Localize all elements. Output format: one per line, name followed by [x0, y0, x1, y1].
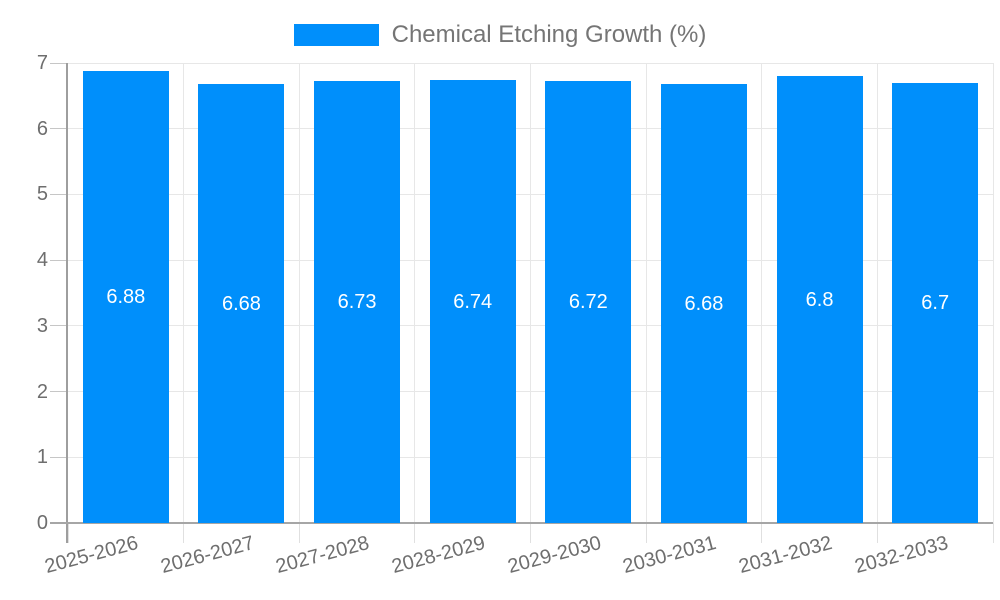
- x-gridline: [530, 63, 531, 523]
- legend: Chemical Etching Growth (%): [0, 22, 1000, 48]
- bar-value-label: 6.8: [805, 288, 834, 311]
- x-axis-tick: [761, 523, 763, 543]
- x-axis-tick: [530, 523, 531, 543]
- y-axis-tick: [50, 259, 68, 261]
- y-axis-label: 1: [36, 446, 48, 469]
- x-axis-label: 2028-2029: [389, 531, 488, 578]
- bar-value-label: 6.68: [221, 292, 261, 315]
- bar-value-label: 6.72: [568, 291, 608, 314]
- y-axis-label: 5: [36, 183, 48, 206]
- y-axis-label: 3: [36, 314, 48, 337]
- x-axis-label: 2032-2033: [852, 531, 951, 578]
- x-axis-label: 2025-2026: [42, 531, 141, 578]
- x-gridline: [992, 63, 994, 523]
- legend-item[interactable]: Chemical Etching Growth (%): [293, 21, 707, 48]
- bar-value-label: 6.74: [453, 290, 493, 313]
- bar-value-label: 6.68: [684, 292, 724, 315]
- bar[interactable]: [314, 80, 401, 523]
- x-gridline: [183, 63, 185, 523]
- y-axis-tick: [50, 128, 68, 130]
- legend-label: Chemical Etching Growth (%): [391, 21, 707, 48]
- bar[interactable]: [198, 84, 285, 523]
- x-axis-label: 2029-2030: [505, 531, 604, 578]
- y-axis-tick: [50, 193, 68, 195]
- x-gridline: [298, 63, 300, 523]
- x-axis-label: 2026-2027: [158, 531, 257, 578]
- x-gridline: [645, 63, 647, 523]
- y-axis-tick: [50, 391, 68, 393]
- x-gridline: [876, 63, 878, 523]
- y-axis-label: 6: [36, 117, 48, 140]
- x-axis-tick: [183, 523, 185, 543]
- y-axis-label: 7: [36, 52, 48, 74]
- x-axis-tick: [645, 523, 647, 543]
- bar[interactable]: [660, 84, 747, 523]
- legend-marker-swatch: [293, 24, 379, 46]
- bar[interactable]: [545, 81, 632, 523]
- bar-value-label: 6.7: [921, 291, 950, 314]
- x-axis-line: [50, 522, 993, 524]
- x-axis-tick: [414, 523, 416, 543]
- x-axis-tick: [298, 523, 300, 543]
- y-axis-label: 0: [36, 512, 48, 534]
- bar[interactable]: [892, 82, 979, 523]
- x-axis-label: 2031-2032: [736, 531, 835, 578]
- x-gridline: [761, 63, 763, 523]
- x-axis-tick: [67, 523, 69, 543]
- x-axis-label: 2030-2031: [620, 531, 719, 578]
- bar-value-label: 6.73: [337, 290, 377, 313]
- y-axis-tick: [50, 456, 68, 458]
- y-axis-label: 2: [36, 380, 48, 403]
- x-axis-tick: [876, 523, 878, 543]
- bar[interactable]: [82, 70, 169, 523]
- y-axis-tick: [50, 62, 68, 64]
- bar[interactable]: [429, 80, 516, 523]
- y-axis-tick: [50, 325, 68, 327]
- bar-value-label: 6.88: [106, 285, 146, 308]
- x-axis-label: 2027-2028: [273, 531, 373, 578]
- bar[interactable]: [776, 76, 863, 523]
- x-axis-tick: [992, 523, 994, 543]
- x-gridline: [414, 63, 416, 523]
- y-axis-line: [66, 63, 68, 543]
- y-axis-label: 4: [36, 249, 48, 272]
